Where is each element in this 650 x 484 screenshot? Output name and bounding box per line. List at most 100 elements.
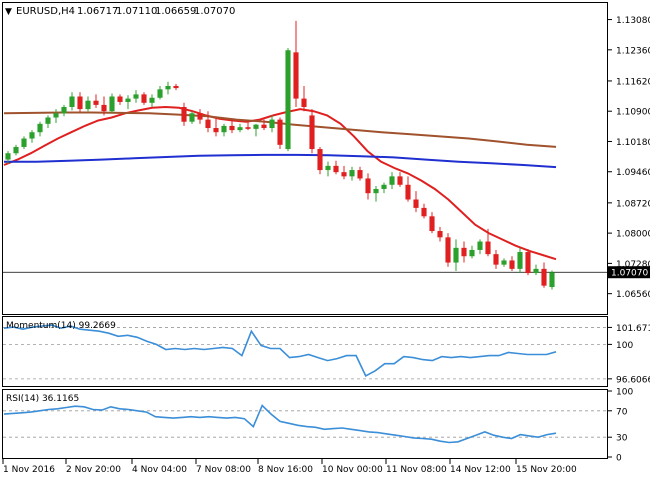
candle-body: [509, 260, 515, 269]
candle-body: [261, 124, 267, 129]
candle-body: [341, 172, 347, 177]
sma-fast-line: [3, 105, 557, 261]
candle-body: [445, 237, 451, 263]
candle-body: [517, 252, 523, 269]
candle-body: [453, 247, 459, 263]
candle-body: [149, 97, 155, 103]
time-tick-label: 8 Nov 16:00: [258, 465, 313, 475]
candle-body: [133, 94, 139, 99]
time-tick-label: 4 Nov 04:00: [132, 465, 187, 475]
candle-body: [141, 94, 147, 103]
price-tick-label: 1.13080: [616, 16, 650, 26]
candle-body: [85, 100, 91, 110]
candle-body: [181, 107, 187, 122]
candle-body: [253, 124, 259, 129]
candle-body: [549, 272, 555, 288]
candle-body: [229, 125, 235, 131]
candle-body: [533, 268, 539, 274]
price-panel-frame: [2, 2, 608, 315]
candle-body: [301, 98, 307, 107]
time-tick-label: 2 Nov 20:00: [66, 465, 121, 475]
sma-slow-line: [4, 153, 557, 169]
momentum-title: Momentum(14) 99.2669: [6, 321, 116, 331]
price-tick-label: 1.08720: [616, 199, 650, 209]
candle-body: [309, 115, 315, 150]
price-tick-label: 1.06560: [616, 290, 650, 300]
candle-body: [69, 96, 75, 107]
momentum-tick-label: 100: [616, 341, 633, 351]
candle-body: [29, 132, 35, 139]
candle-body: [525, 252, 531, 274]
candle-body: [5, 153, 11, 160]
candle-body: [117, 96, 123, 102]
price-tick-label: 1.12360: [616, 46, 650, 56]
candle-body: [397, 176, 403, 185]
price-tick-label: 1.10900: [616, 108, 650, 118]
current-price-label: 1.07070: [611, 269, 648, 279]
candle-body: [93, 100, 99, 105]
collapse-arrow-icon[interactable]: ▼: [5, 7, 12, 17]
candle-body: [285, 50, 291, 150]
candle-body: [13, 146, 19, 154]
candle-body: [365, 178, 371, 194]
momentum-indicator: 101.6718 100 96.6066: [3, 324, 650, 385]
candle-body: [349, 170, 355, 177]
candle-body: [493, 254, 499, 265]
momentum-line: [3, 324, 557, 378]
candle-body: [293, 52, 299, 99]
candle-body: [221, 125, 227, 133]
rsi-tick-label: 100: [616, 388, 633, 398]
candle-body: [325, 165, 331, 171]
candle-body: [165, 85, 171, 90]
candle-body: [61, 107, 67, 114]
candle-body: [205, 119, 211, 129]
price-tick-label: 1.11620: [616, 77, 650, 87]
price-tick-label: 1.08000: [616, 230, 650, 240]
time-tick-label: 11 Nov 08:00: [386, 465, 447, 475]
candle-body: [373, 188, 379, 194]
candle-body: [469, 249, 475, 257]
chart-header-low: 1.06659: [155, 6, 196, 17]
candle-body: [501, 260, 507, 265]
time-tick-label: 14 Nov 12:00: [450, 465, 511, 475]
candle-body: [429, 216, 435, 232]
chart-header-symbol: EURUSD,H4: [16, 6, 75, 17]
candle-body: [413, 199, 419, 208]
candle-body: [245, 127, 251, 129]
rsi-panel-frame: [2, 389, 608, 459]
candle-body: [125, 98, 131, 102]
chart-header-open: 1.06717: [77, 6, 118, 17]
price-tick-label: 1.10180: [616, 138, 650, 148]
candle-body: [437, 231, 443, 238]
candle-body: [269, 119, 275, 129]
candle-body: [333, 165, 339, 173]
candle-body: [541, 268, 547, 286]
price-axis: 1.13080 1.12360 1.11620 1.10900 1.10180 1.094…: [608, 16, 650, 300]
candle-body: [189, 113, 195, 122]
candle-body: [381, 184, 387, 189]
candle-body: [277, 119, 283, 145]
rsi-tick-label: 70: [616, 407, 628, 417]
candle-body: [477, 241, 483, 250]
rsi-title: RSI(14) 36.1165: [6, 394, 79, 404]
candle-body: [389, 176, 395, 185]
candle-body: [157, 89, 163, 98]
chart-header-high: 1.07110: [116, 6, 157, 17]
candle-body: [37, 123, 43, 133]
candle-body: [101, 104, 107, 112]
rsi-tick-label: 30: [616, 434, 628, 444]
candle-body: [485, 241, 491, 255]
time-tick-label: 15 Nov 20:00: [516, 465, 577, 475]
momentum-panel-frame: [2, 316, 608, 387]
momentum-tick-label: 101.6718: [616, 324, 650, 334]
time-axis: 1 Nov 2016 2 Nov 20:00 4 Nov 04:00 7 Nov 08…: [2, 459, 577, 475]
candle-body: [173, 85, 179, 89]
price-tick-label: 1.09460: [616, 168, 650, 178]
candle-body: [45, 117, 51, 124]
candle-body: [21, 138, 27, 147]
candle-body: [421, 207, 427, 217]
momentum-tick-label: 96.6066: [616, 375, 650, 385]
candle-body: [77, 96, 83, 110]
